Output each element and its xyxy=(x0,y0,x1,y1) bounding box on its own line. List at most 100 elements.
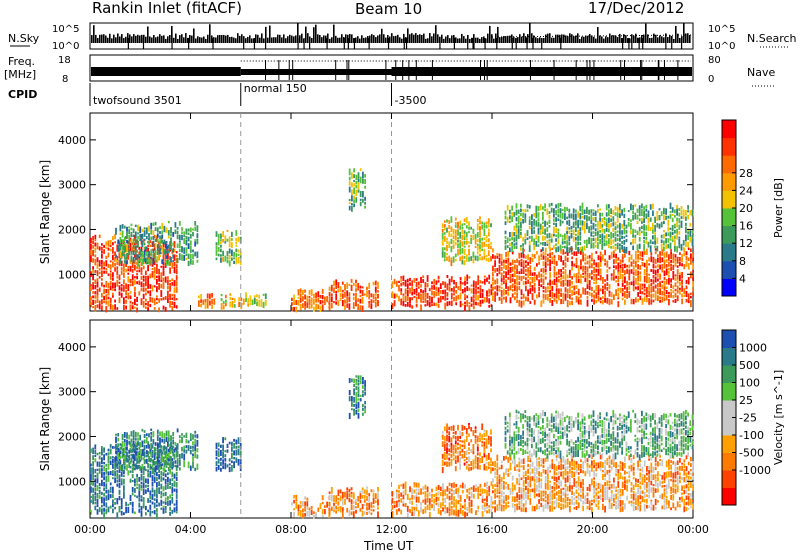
range-gate-cell xyxy=(129,478,132,483)
range-gate-cell xyxy=(558,288,560,295)
range-gate-cell xyxy=(446,461,448,467)
range-gate-cell xyxy=(511,241,513,245)
range-gate-cell xyxy=(630,281,633,286)
range-gate-cell xyxy=(163,432,166,439)
range-gate-cell xyxy=(194,444,197,452)
range-gate-cell xyxy=(96,461,99,467)
range-gate-cell xyxy=(661,480,664,484)
range-gate-cell xyxy=(691,230,694,234)
range-gate-cell xyxy=(679,497,681,501)
range-gate-cell xyxy=(346,303,349,308)
range-gate-cell xyxy=(194,434,197,438)
range-gate-cell xyxy=(602,462,604,468)
range-gate-cell xyxy=(547,263,549,266)
range-gate-cell xyxy=(481,256,484,261)
range-gate-cell xyxy=(147,451,149,457)
range-gate-cell xyxy=(605,240,608,246)
range-gate-cell xyxy=(103,284,105,288)
range-gate-cell xyxy=(593,299,595,305)
range-gate-cell xyxy=(606,287,609,291)
nsearch-label: N.Search xyxy=(747,32,797,45)
range-gate-cell xyxy=(164,255,167,263)
range-gate-cell xyxy=(406,289,409,296)
range-gate-cell xyxy=(355,284,357,288)
range-gate-cell xyxy=(492,461,494,466)
range-gate-cell xyxy=(518,271,521,275)
range-gate-cell xyxy=(635,251,637,254)
range-gate-cell xyxy=(490,442,492,447)
noise-bar xyxy=(313,27,315,43)
range-gate-cell xyxy=(672,488,675,493)
range-gate-cell xyxy=(670,249,672,252)
range-gate-cell xyxy=(443,224,446,228)
range-gate-cell xyxy=(533,287,536,294)
range-gate-cell xyxy=(568,208,571,213)
range-gate-cell xyxy=(608,223,610,229)
range-gate-cell xyxy=(137,235,139,240)
range-gate-cell xyxy=(377,293,379,299)
range-gate-cell xyxy=(544,272,547,275)
range-gate-cell xyxy=(143,242,146,246)
range-gate-cell xyxy=(588,500,591,508)
range-gate-cell xyxy=(153,273,156,280)
range-gate-cell xyxy=(251,299,254,305)
range-gate-cell xyxy=(235,457,238,463)
range-gate-cell xyxy=(235,439,238,445)
range-gate-cell xyxy=(160,464,163,470)
range-gate-cell xyxy=(443,220,446,223)
range-gate-cell xyxy=(559,213,562,219)
noise-panel: N.Sky N.Search 10^5 10^0 10^5 10^0 xyxy=(8,22,797,52)
range-gate-cell xyxy=(139,248,142,254)
range-gate-cell xyxy=(101,496,103,504)
range-gate-cell xyxy=(152,459,155,466)
range-gate-cell xyxy=(461,260,464,265)
range-gate-cell xyxy=(668,479,670,484)
range-gate-cell xyxy=(590,214,593,219)
range-gate-cell xyxy=(526,230,529,236)
noise-bar xyxy=(533,35,535,43)
range-gate-cell xyxy=(368,510,371,514)
range-gate-cell xyxy=(123,239,125,245)
range-gate-cell xyxy=(101,446,103,449)
range-gate-cell xyxy=(161,223,164,230)
range-gate-cell xyxy=(516,281,518,286)
range-gate-cell xyxy=(592,231,595,234)
range-gate-cell xyxy=(485,438,488,446)
range-gate-cell xyxy=(490,256,492,262)
freq-tick-top: 18 xyxy=(58,55,71,66)
range-gate-cell xyxy=(641,495,644,503)
range-gate-cell xyxy=(661,474,664,480)
range-gate-cell xyxy=(646,272,648,278)
range-gate-cell xyxy=(608,483,611,487)
range-gate-cell xyxy=(678,231,681,235)
range-gate-cell xyxy=(98,300,101,304)
range-gate-cell xyxy=(486,290,488,297)
range-gate-cell xyxy=(524,218,527,223)
range-gate-cell xyxy=(109,285,112,291)
range-gate-cell xyxy=(452,457,455,461)
range-gate-cell xyxy=(169,449,171,455)
range-gate-cell xyxy=(665,238,667,244)
range-gate-cell xyxy=(461,424,464,431)
noise-bar xyxy=(673,38,675,43)
range-gate-cell xyxy=(348,168,351,176)
range-gate-cell xyxy=(506,429,509,433)
range-gate-cell xyxy=(518,275,521,281)
range-gate-cell xyxy=(468,245,470,248)
range-gate-cell xyxy=(562,299,565,304)
noise-bar xyxy=(345,34,347,43)
range-gate-cell xyxy=(162,507,165,514)
range-gate-cell xyxy=(159,248,161,255)
range-gate-cell xyxy=(504,239,507,245)
range-gate-cell xyxy=(448,231,451,237)
range-gate-cell xyxy=(546,243,549,246)
range-gate-cell xyxy=(148,237,150,241)
range-gate-cell xyxy=(612,233,615,238)
range-gate-cell xyxy=(650,279,653,283)
range-gate-cell xyxy=(580,266,582,270)
range-gate-cell xyxy=(650,286,653,293)
range-gate-cell xyxy=(441,467,444,474)
range-gate-cell xyxy=(192,461,194,469)
range-gate-cell xyxy=(562,471,565,474)
range-gate-cell xyxy=(129,465,132,469)
